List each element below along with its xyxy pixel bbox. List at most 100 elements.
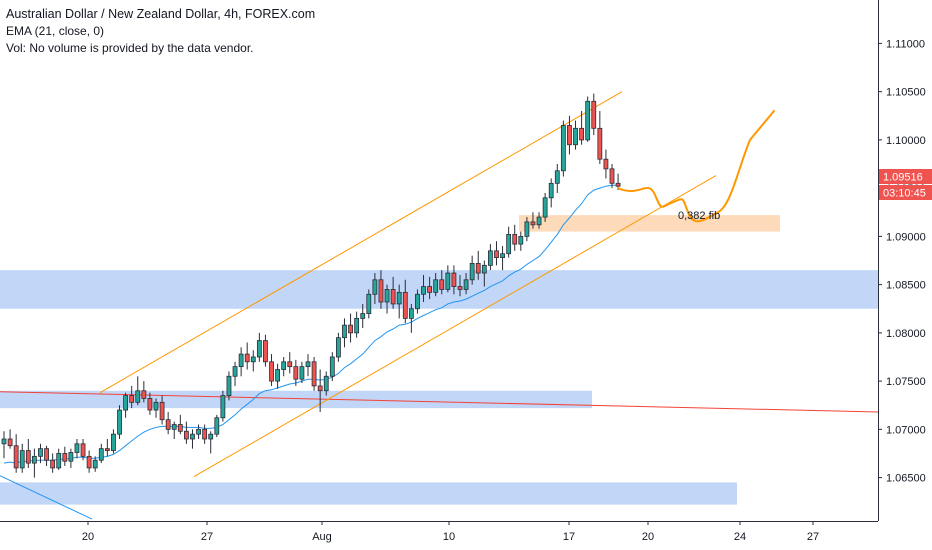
candle xyxy=(457,274,463,297)
candle xyxy=(214,414,220,438)
candle-body xyxy=(293,366,299,380)
candle xyxy=(335,332,341,362)
candle-body xyxy=(560,125,566,172)
candle xyxy=(147,392,153,415)
candle xyxy=(111,429,116,454)
price-tick-label: 1.11000 xyxy=(886,38,925,50)
candle-body xyxy=(92,459,98,469)
candle-body xyxy=(238,353,244,368)
candle-body xyxy=(38,448,43,457)
candle xyxy=(609,164,615,189)
candle-body xyxy=(542,197,548,218)
legend-indicator[interactable]: EMA (21, close, 0) xyxy=(6,24,105,38)
candle xyxy=(287,352,293,374)
candle xyxy=(445,265,451,293)
candle xyxy=(13,434,19,473)
candle xyxy=(117,405,122,439)
candle-body xyxy=(135,390,141,403)
candle xyxy=(269,354,274,386)
candle xyxy=(165,411,171,435)
candle xyxy=(141,381,147,403)
candle xyxy=(524,217,530,242)
candle-body xyxy=(585,100,591,141)
candle xyxy=(506,226,512,258)
candle-body xyxy=(256,340,262,358)
candle-body xyxy=(384,289,390,303)
candle xyxy=(408,303,414,333)
candle-body xyxy=(123,395,128,411)
candle-body xyxy=(329,356,335,377)
candle-body xyxy=(269,361,274,382)
candle xyxy=(433,273,439,297)
channel-upper-line xyxy=(99,91,623,394)
candle xyxy=(104,438,110,457)
candle-body xyxy=(567,125,572,146)
candle xyxy=(32,448,37,478)
candle-body xyxy=(19,450,25,469)
price-tick-label: 1.08000 xyxy=(886,328,926,340)
candle-body xyxy=(32,455,37,464)
candle xyxy=(366,289,372,319)
candle xyxy=(554,164,560,193)
candle-body xyxy=(44,448,49,461)
time-tick-label: 27 xyxy=(807,531,819,543)
candle-body xyxy=(287,361,293,368)
candle xyxy=(402,279,408,324)
candle-body xyxy=(500,253,505,259)
candle-body xyxy=(311,361,317,387)
candle xyxy=(196,424,201,439)
time-tick-label: 27 xyxy=(201,531,213,543)
candle xyxy=(129,385,135,409)
trend-line-blue xyxy=(0,475,93,520)
candle-body xyxy=(579,127,584,141)
price-tick-label: 1.10000 xyxy=(886,135,926,147)
candle-body xyxy=(530,221,536,226)
last-price-label: 1.09516 xyxy=(883,172,923,184)
fib-zone xyxy=(519,215,780,232)
candle xyxy=(530,212,536,229)
candle-body xyxy=(117,409,122,435)
candle xyxy=(591,93,597,136)
candle xyxy=(500,246,505,271)
candle-body xyxy=(317,385,323,392)
candle xyxy=(56,448,62,470)
time-tick-label: 10 xyxy=(443,531,455,543)
candle-body xyxy=(372,279,378,295)
candle xyxy=(384,284,390,314)
candle-body xyxy=(548,182,554,199)
candle xyxy=(378,270,384,309)
price-tick-label: 1.07000 xyxy=(886,424,926,436)
candle-body xyxy=(487,250,493,266)
candle xyxy=(463,273,469,295)
candle-body xyxy=(554,170,560,184)
candle-body xyxy=(433,279,439,293)
candle xyxy=(360,303,366,329)
candle-body xyxy=(147,398,153,411)
candle xyxy=(220,390,226,422)
candle-body xyxy=(13,445,19,469)
candle-body xyxy=(111,433,116,451)
candle xyxy=(177,414,183,435)
last-price-marker: 1.09516 03:10:45 xyxy=(879,169,932,200)
candle-body xyxy=(475,262,481,274)
candle xyxy=(536,212,542,229)
support-zone-1.063 xyxy=(0,482,737,505)
candle-body xyxy=(573,127,578,146)
countdown-label: 03:10:45 xyxy=(883,188,926,200)
candle xyxy=(263,334,268,367)
candle-body xyxy=(165,419,171,430)
legend-title[interactable]: Australian Dollar / New Zealand Dollar, … xyxy=(6,7,316,21)
candle xyxy=(232,361,238,386)
candle xyxy=(348,313,353,343)
candle-body xyxy=(56,453,62,469)
candle xyxy=(585,96,591,142)
candle xyxy=(98,443,104,464)
candle xyxy=(305,354,311,377)
candle xyxy=(597,110,603,165)
candle-body xyxy=(86,455,92,469)
candle xyxy=(354,311,360,338)
candle-body xyxy=(342,324,347,339)
candle-body xyxy=(62,453,68,462)
candle-body xyxy=(98,448,104,461)
